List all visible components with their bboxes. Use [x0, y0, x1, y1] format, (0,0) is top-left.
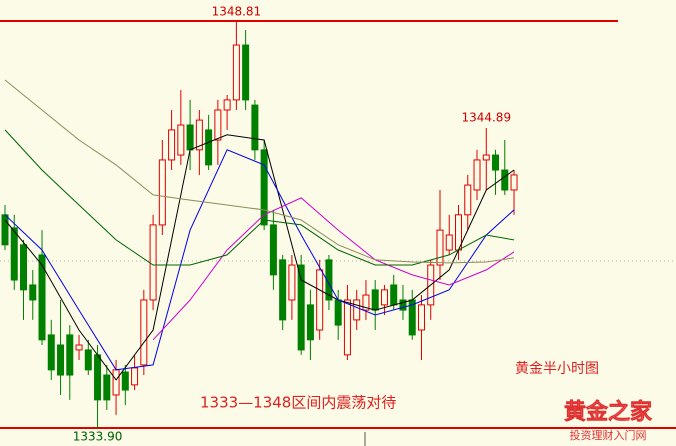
candle-body	[94, 354, 102, 401]
candle-body	[288, 264, 296, 301]
price-label: 1348.81	[212, 5, 262, 19]
candle-body	[47, 334, 55, 371]
candle-body	[325, 259, 333, 301]
candle-body	[436, 229, 444, 266]
candle-body	[177, 124, 185, 156]
candle-body	[75, 344, 83, 351]
candle-body	[297, 264, 305, 351]
candle-body	[353, 299, 361, 321]
candle-body	[131, 367, 139, 386]
candle-body	[251, 104, 259, 151]
candle-body	[223, 99, 231, 111]
candle-body	[20, 244, 28, 291]
candle-body	[112, 369, 120, 396]
annotation: 黄金半小时图	[515, 360, 599, 377]
candle-body	[195, 119, 203, 151]
candle-body	[334, 299, 342, 326]
candle-body	[306, 304, 314, 341]
candle-body	[501, 169, 509, 191]
candle-body	[269, 224, 277, 276]
price-label: 1344.89	[461, 111, 511, 125]
candle-body	[158, 159, 166, 226]
price-label: 1333.90	[73, 429, 123, 443]
watermark-subtitle: 投资理财入门网	[570, 428, 647, 442]
average-line	[4, 134, 515, 381]
candle-body	[205, 129, 213, 166]
candle-body	[66, 334, 74, 376]
average-line	[152, 197, 515, 341]
candle-body	[371, 289, 379, 311]
candle-body	[482, 154, 490, 161]
candle-body	[390, 284, 398, 306]
candle-body	[464, 184, 472, 216]
candle-body	[57, 344, 65, 376]
candle-body	[260, 149, 268, 226]
candle-body	[10, 227, 18, 281]
candle-body	[242, 44, 250, 101]
candle-body	[121, 371, 129, 391]
candle-body	[214, 109, 222, 141]
candle-body	[84, 349, 92, 371]
average-line	[4, 129, 515, 266]
candle-body	[380, 289, 388, 306]
candle-body	[38, 254, 46, 341]
candle-body	[399, 299, 407, 311]
candle-body	[445, 234, 453, 251]
candle-body	[492, 154, 500, 171]
candle-body	[232, 44, 240, 101]
annotation: 1333—1348区间内震荡对待	[200, 394, 396, 412]
candle-body	[417, 304, 425, 331]
candle-body	[473, 159, 481, 191]
candle-body	[362, 294, 370, 311]
candle-body	[1, 214, 9, 246]
candle-body	[343, 299, 351, 356]
candle-body	[149, 224, 157, 301]
candle-body	[29, 284, 37, 301]
candle-body	[140, 299, 148, 366]
watermark-title: 黄金之家	[564, 399, 653, 425]
average-line	[4, 79, 515, 264]
candle-body	[279, 259, 287, 321]
candle-body	[316, 269, 324, 331]
candle-body	[510, 174, 518, 191]
candle-body	[186, 124, 194, 151]
candle-body	[103, 374, 111, 401]
candle-body	[168, 129, 176, 161]
average-line	[4, 149, 515, 371]
